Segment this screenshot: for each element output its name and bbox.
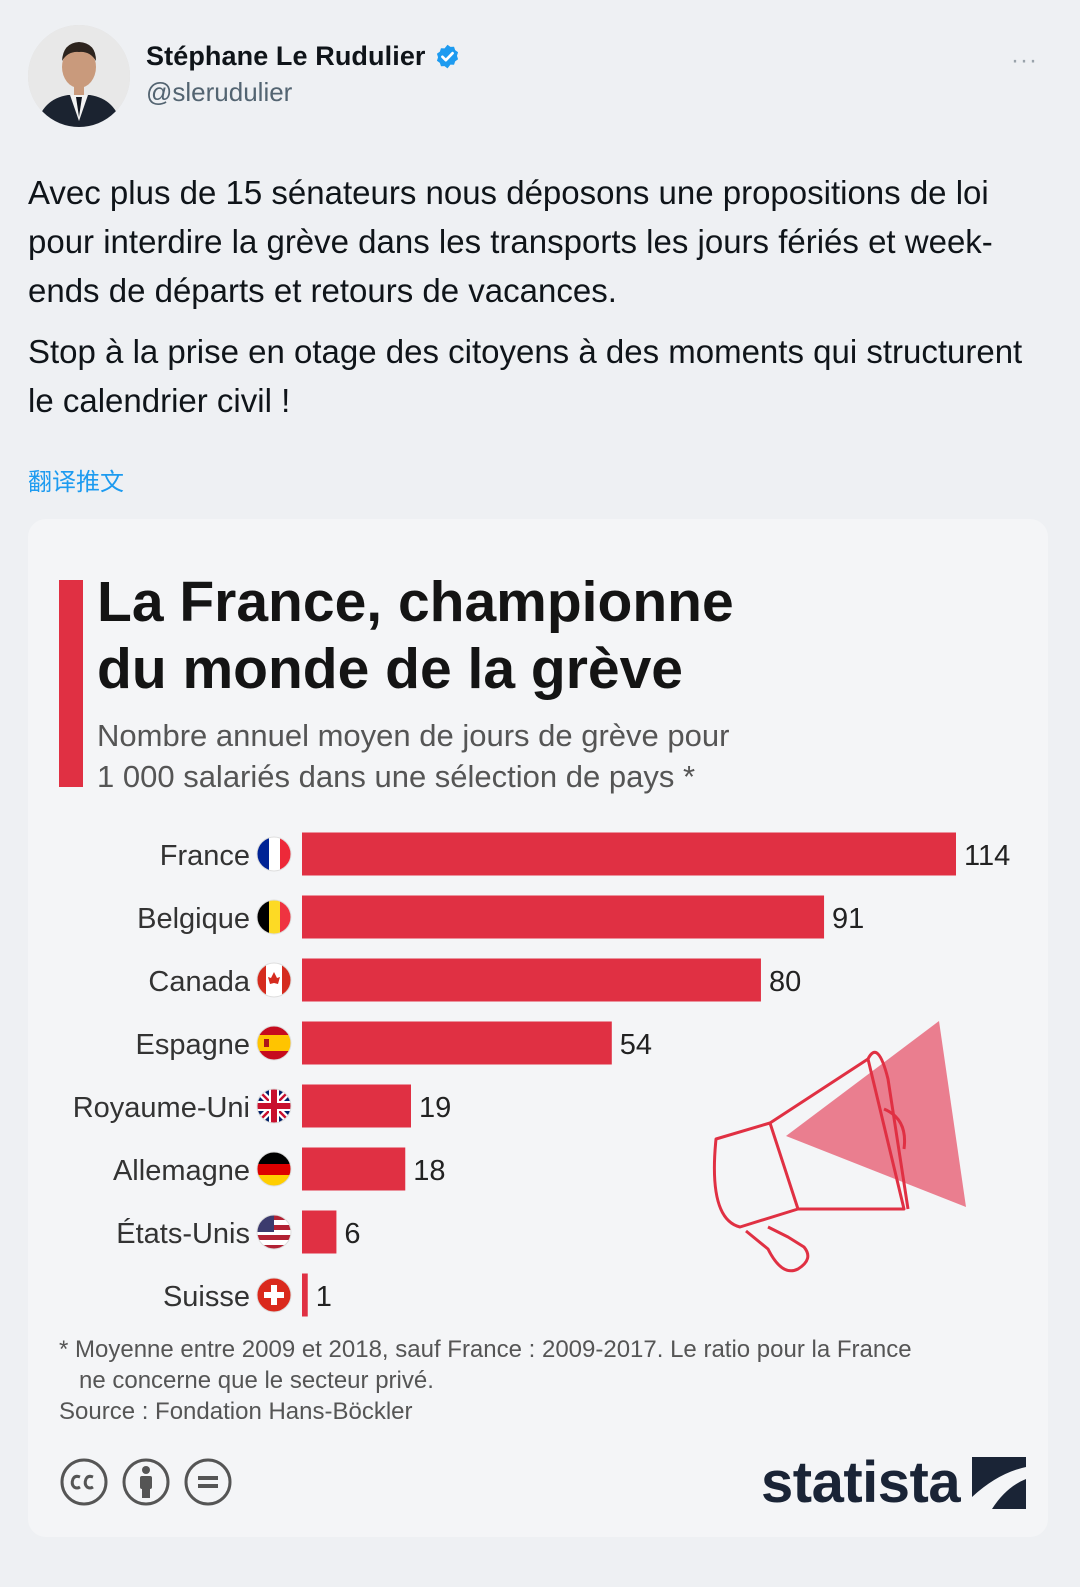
bar (302, 1084, 411, 1128)
cc-icon[interactable] (59, 1457, 109, 1507)
bar-category-label: France (160, 840, 250, 872)
bar (302, 1147, 406, 1191)
megaphone-icon (712, 1021, 966, 1273)
bar-value-label: 6 (344, 1218, 360, 1250)
bar-category-label: Belgique (137, 903, 250, 935)
bar-value-label: 114 (964, 840, 1010, 872)
bar (302, 1210, 337, 1254)
canada-flag-icon (257, 963, 291, 997)
bar-category-label: Canada (148, 966, 250, 998)
chart-subtitle-line-2: 1 000 salariés dans une sélection de pay… (97, 759, 696, 794)
display-name[interactable]: Stéphane Le Rudulier (146, 41, 426, 71)
bar-category-label: Espagne (136, 1029, 251, 1061)
bar-value-label: 19 (419, 1092, 451, 1124)
bar (302, 958, 761, 1002)
bar-category-label: Allemagne (113, 1155, 250, 1187)
handle[interactable]: @slerudulier (146, 77, 293, 107)
chart-footnote: * Moyenne entre 2009 et 2018, sauf Franc… (59, 1334, 1019, 1427)
translate-tweet-link[interactable]: 翻译推文 (28, 469, 124, 496)
tweet-header: Stéphane Le Rudulier @slerudulier ··· (28, 25, 1052, 129)
bar-value-label: 18 (413, 1155, 445, 1187)
nd-icon[interactable] (183, 1457, 233, 1507)
title-accent-bar (59, 580, 83, 787)
tweet-paragraph-2: Stop à la prise en otage des citoyens à … (28, 333, 1023, 419)
statista-logo[interactable]: statista (761, 1449, 1027, 1516)
bar-category-label: Suisse (163, 1281, 250, 1313)
statista-mark-icon (972, 1456, 1027, 1509)
belgium-flag-icon (257, 900, 291, 934)
france-flag-icon (257, 837, 291, 871)
chart-title: La France, championne du monde de la grè… (97, 569, 997, 703)
avatar[interactable] (28, 25, 130, 127)
bar-value-label: 54 (620, 1029, 652, 1061)
more-options-icon[interactable]: ··· (1011, 47, 1038, 74)
uk-flag-icon (257, 1089, 291, 1123)
license-icons (59, 1457, 233, 1507)
bar-chart: France 114 Belgique 91 Canada 80 Espagne 54 Roya… (73, 832, 1010, 1317)
tweet-paragraph-1: Avec plus de 15 sénateurs nous déposons … (28, 174, 993, 309)
switzerland-flag-icon (257, 1278, 291, 1312)
footnote-line-2: ne concerne que le secteur privé. (79, 1367, 434, 1394)
bar (302, 832, 956, 876)
tweet-text: Avec plus de 15 sénateurs nous déposons … (28, 168, 1038, 437)
chart-subtitle-line-1: Nombre annuel moyen de jours de grève po… (97, 718, 730, 753)
chart-source: Source : Fondation Hans-Böckler (59, 1398, 413, 1425)
germany-flag-icon (257, 1152, 291, 1186)
bar-value-label: 91 (832, 903, 864, 935)
infographic-card[interactable]: La France, championne du monde de la grè… (28, 519, 1048, 1537)
bar-category-label: États-Unis (116, 1217, 250, 1250)
spain-flag-icon (257, 1026, 291, 1060)
chart-title-line-2: du monde de la grève (97, 637, 683, 701)
name-row: Stéphane Le Rudulier (146, 41, 461, 72)
chart-title-line-1: La France, championne (97, 570, 734, 634)
footnote-line-1: * Moyenne entre 2009 et 2018, sauf Franc… (59, 1336, 912, 1363)
bar-value-label: 1 (316, 1281, 332, 1313)
bar (302, 1021, 612, 1065)
bar-value-label: 80 (769, 966, 801, 998)
bar (302, 895, 825, 939)
chart-subtitle: Nombre annuel moyen de jours de grève po… (97, 715, 997, 797)
bar-category-label: Royaume-Uni (73, 1092, 250, 1124)
brand-name: statista (761, 1450, 961, 1515)
bar (302, 1273, 308, 1317)
verified-badge-icon (436, 44, 458, 69)
by-icon[interactable] (121, 1457, 171, 1507)
